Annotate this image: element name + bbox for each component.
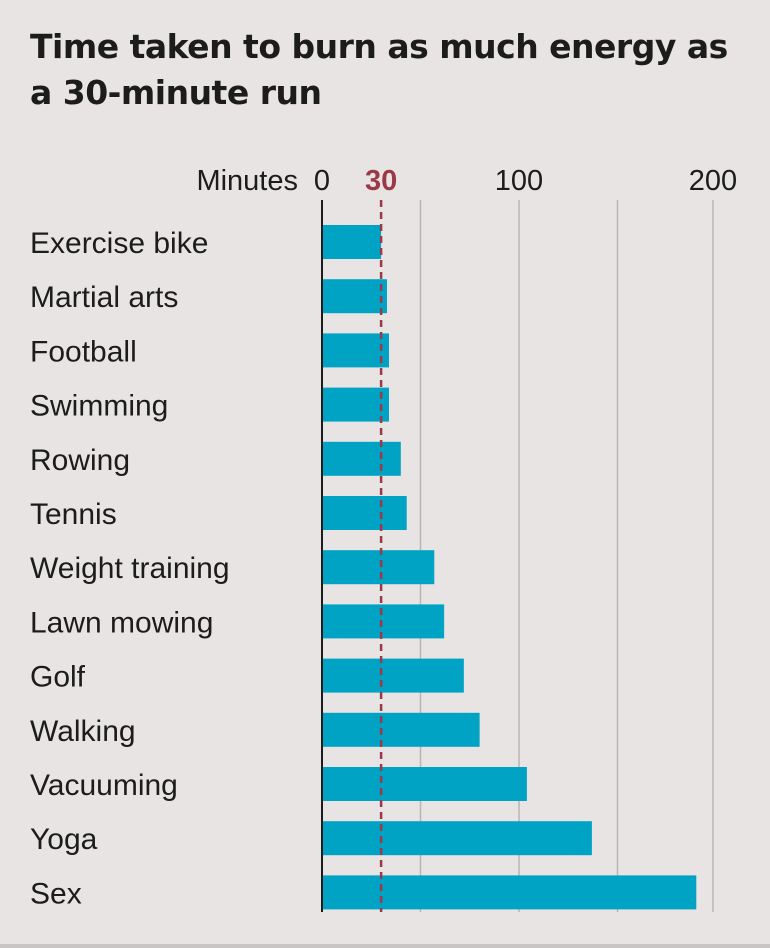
category-label: Sex <box>30 877 82 910</box>
bar <box>322 604 445 639</box>
bar <box>322 658 464 693</box>
category-label: Lawn mowing <box>30 606 213 639</box>
category-label: Rowing <box>30 444 130 477</box>
bar <box>322 333 389 368</box>
x-tick-label: 100 <box>495 165 543 197</box>
chart-title: Time taken to burn as much energy as a 3… <box>30 27 728 112</box>
x-axis-label: Minutes <box>196 165 298 197</box>
category-label: Yoga <box>30 823 98 856</box>
category-labels: Exercise bike Martial arts Football Swimmin… <box>30 227 230 910</box>
bar <box>322 767 527 801</box>
gridlines <box>419 200 714 912</box>
x-tick-label: 0 <box>314 165 330 197</box>
bar <box>322 387 389 422</box>
bar <box>322 225 382 259</box>
category-label: Swimming <box>30 390 168 423</box>
bar <box>322 875 697 910</box>
bottom-rule <box>0 944 770 948</box>
category-label: Exercise bike <box>30 227 208 260</box>
category-label: Martial arts <box>30 281 178 314</box>
category-label: Golf <box>30 661 86 694</box>
bar <box>322 441 401 476</box>
reference-line-label: 30 <box>365 165 397 197</box>
reference-line-group: 30 <box>365 165 397 912</box>
bar <box>322 821 592 856</box>
category-label: Vacuuming <box>30 769 178 802</box>
category-label: Walking <box>30 715 136 748</box>
bar <box>322 712 480 747</box>
axis-group: Minutes 0 100 200 <box>196 165 737 912</box>
bars <box>322 225 697 910</box>
category-label: Football <box>30 335 137 368</box>
bar <box>322 279 388 314</box>
bar <box>322 550 435 585</box>
category-label: Tennis <box>30 498 117 531</box>
x-tick-label: 200 <box>689 165 737 197</box>
category-label: Weight training <box>30 552 230 585</box>
bar <box>322 496 407 530</box>
